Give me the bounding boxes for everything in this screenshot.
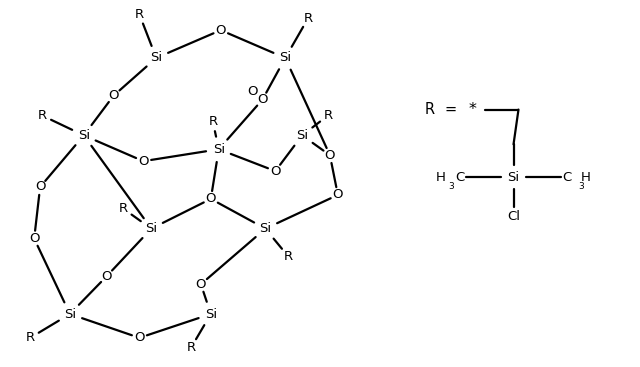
Text: R: R	[208, 115, 218, 128]
Text: 3: 3	[448, 182, 454, 191]
Text: R: R	[119, 202, 128, 215]
Text: R: R	[323, 109, 333, 122]
Text: Si: Si	[64, 308, 76, 320]
Text: Cl: Cl	[507, 210, 520, 223]
Text: O: O	[29, 232, 40, 245]
Text: O: O	[216, 23, 226, 37]
Text: R: R	[284, 250, 293, 263]
Text: Si: Si	[279, 51, 291, 65]
Text: *: *	[469, 102, 477, 117]
Text: O: O	[35, 181, 45, 193]
Text: Si: Si	[212, 143, 225, 156]
Text: Si: Si	[296, 129, 308, 142]
Text: R: R	[26, 331, 35, 344]
Text: H: H	[436, 171, 446, 184]
Text: Si: Si	[508, 171, 520, 184]
Text: O: O	[205, 192, 216, 206]
Text: =: =	[445, 102, 457, 117]
Text: O: O	[138, 155, 148, 168]
Text: O: O	[101, 270, 112, 283]
Text: R: R	[424, 102, 435, 117]
Text: Si: Si	[259, 222, 271, 235]
Text: R: R	[38, 109, 47, 122]
Text: R: R	[303, 12, 313, 25]
Text: R: R	[186, 341, 196, 354]
Text: R: R	[135, 8, 144, 21]
Text: C: C	[563, 171, 572, 184]
Text: O: O	[134, 331, 145, 344]
Text: C: C	[455, 171, 465, 184]
Text: O: O	[324, 149, 335, 162]
Text: Si: Si	[150, 51, 163, 65]
Text: H: H	[581, 171, 591, 184]
Text: O: O	[333, 188, 343, 201]
Text: O: O	[270, 164, 280, 178]
Text: 3: 3	[578, 182, 584, 191]
Text: Si: Si	[145, 222, 157, 235]
Text: Si: Si	[77, 129, 90, 142]
Text: O: O	[196, 278, 206, 291]
Text: O: O	[257, 93, 268, 106]
Text: Si: Si	[205, 308, 217, 320]
Text: O: O	[108, 89, 119, 102]
Text: O: O	[247, 85, 258, 98]
